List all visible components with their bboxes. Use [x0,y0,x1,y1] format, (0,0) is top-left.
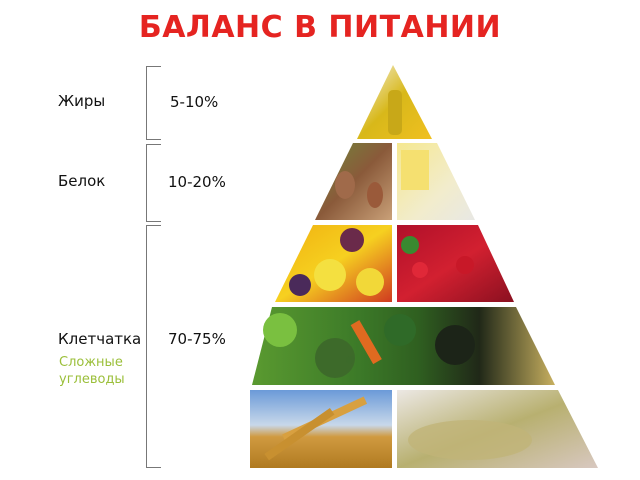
page-title: БАЛАНС В ПИТАНИИ [138,10,502,45]
sublabel-line: углеводы [59,372,125,387]
percent-fats: 5-10% [170,93,219,111]
percent-protein: 10-20% [168,173,226,191]
percent-fiber: 70-75% [168,330,226,348]
bracket-fats [146,66,161,140]
label-protein: Белок [58,172,106,190]
food-details [263,90,532,461]
sublabel-line: Сложные [59,355,123,370]
tier-3-berries-image [397,225,514,302]
label-fats: Жиры [58,92,106,110]
sublabel-complex-carbs: Сложные углеводы [59,354,125,388]
bracket-protein [146,144,161,222]
label-fiber: Клетчатка [58,330,142,348]
bracket-fiber [146,225,161,468]
